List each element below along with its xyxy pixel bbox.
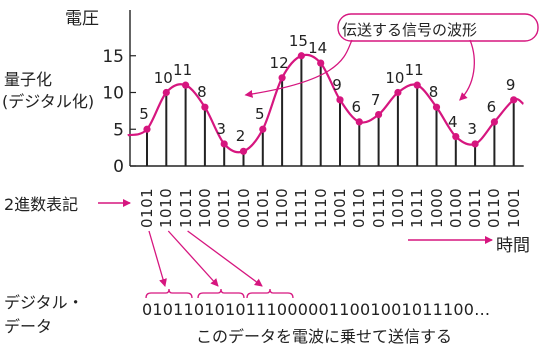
signal-waveform <box>127 53 525 154</box>
sample-point <box>220 140 228 148</box>
sample-point <box>297 52 305 60</box>
sample-point <box>201 103 209 111</box>
sample-value-label: 10 <box>153 68 173 87</box>
binary-code-label: 1011 <box>408 187 427 228</box>
code-arrow <box>148 230 167 287</box>
y-tick-label: 10 <box>102 84 124 104</box>
sample-point <box>259 125 267 133</box>
binary-code-label: 1110 <box>311 187 330 228</box>
sample-value-label: 6 <box>486 97 497 116</box>
sample-value-label: 7 <box>370 90 381 109</box>
sample-point <box>143 125 151 133</box>
sample-value-label: 4 <box>448 112 458 131</box>
callout-pointer-1 <box>244 39 353 98</box>
digital-data-label: デジタル・ <box>4 293 84 312</box>
binary-code-label: 0110 <box>350 187 369 228</box>
sample-value-label: 6 <box>351 97 362 116</box>
waveform-callout: 伝送する信号の波形 <box>342 21 478 39</box>
sample-point <box>239 147 248 155</box>
binary-code-label: 0101 <box>138 187 156 228</box>
digital-data-label-sub: データ <box>4 317 53 336</box>
sample-value-label: 3 <box>216 119 226 138</box>
sample-point <box>471 140 479 148</box>
quantization-label-sub: (デジタル化) <box>2 92 95 111</box>
sample-point <box>490 118 498 126</box>
sample-point <box>162 88 170 97</box>
sample-stems <box>146 55 515 166</box>
sample-point <box>452 133 460 141</box>
sample-value-label: 9 <box>505 75 516 94</box>
sample-point <box>375 110 383 119</box>
sample-point <box>355 118 363 126</box>
sample-point <box>510 96 518 104</box>
binary-code-label: 1001 <box>331 187 349 228</box>
sample-value-label: 8 <box>428 83 439 102</box>
callout-pointer-2 <box>459 39 475 101</box>
binary-code-label: 0100 <box>446 187 465 228</box>
sample-value-label: 5 <box>139 105 149 124</box>
y-tick-label: 15 <box>102 47 124 67</box>
binary-code-label: 1000 <box>427 187 446 228</box>
sample-point <box>432 103 441 111</box>
transmit-note: このデータを電波に乗せて送信する <box>196 327 453 345</box>
binary-code-label: 1001 <box>504 187 523 228</box>
sample-value-label: 15 <box>288 31 308 50</box>
time-label: 時間 <box>496 236 530 256</box>
sample-value-label: 8 <box>197 83 207 102</box>
binary-code-label: 0101 <box>253 187 272 228</box>
binary-code-label: 1010 <box>157 187 176 228</box>
sample-point <box>336 96 344 104</box>
sample-point <box>394 88 402 97</box>
binary-code-label: 0110 <box>485 187 504 228</box>
sample-value-label: 12 <box>269 53 289 72</box>
y-tick-label: 0 <box>113 157 124 177</box>
binary-code-label: 1111 <box>292 187 311 228</box>
binary-code-label: 0010 <box>234 187 253 228</box>
annotation-arrows <box>98 13 539 299</box>
callout-bubble <box>337 13 539 42</box>
sample-value-label: 11 <box>404 61 424 80</box>
quantization-label: 量子化 <box>4 70 53 89</box>
binary-code-label: 0111 <box>369 187 388 228</box>
binary-code-label: 1011 <box>176 187 195 228</box>
sample-point <box>317 59 325 67</box>
binary-code-label: 0011 <box>215 187 234 228</box>
code-arrow <box>187 230 263 287</box>
sample-point <box>278 74 286 82</box>
binary-code-label: 0011 <box>466 187 485 228</box>
y-axis-title: 電圧 <box>65 9 99 29</box>
code-arrow <box>167 230 219 287</box>
group-brace <box>246 288 294 299</box>
sample-points <box>143 52 518 155</box>
sample-value-label: 14 <box>308 39 328 58</box>
group-brace <box>197 288 245 299</box>
sample-value-label: 9 <box>332 75 342 94</box>
sample-value-label: 11 <box>173 61 193 80</box>
group-brace <box>145 288 193 299</box>
binary-notation-label: 2進数表記 <box>4 195 79 214</box>
y-tick-label: 5 <box>113 120 124 140</box>
sample-point <box>182 81 190 89</box>
binary-code-label: 1010 <box>388 187 407 228</box>
binary-code-label: 1100 <box>273 187 292 228</box>
sample-value-label: 10 <box>385 68 405 87</box>
sample-point <box>413 81 421 89</box>
binary-code-label: 1000 <box>195 187 214 228</box>
sample-value-label: 2 <box>235 127 246 146</box>
sample-value-label: 3 <box>467 119 477 138</box>
bitstream: 01011010101110000011001001011100… <box>142 300 491 319</box>
sample-value-label: 5 <box>255 105 265 124</box>
